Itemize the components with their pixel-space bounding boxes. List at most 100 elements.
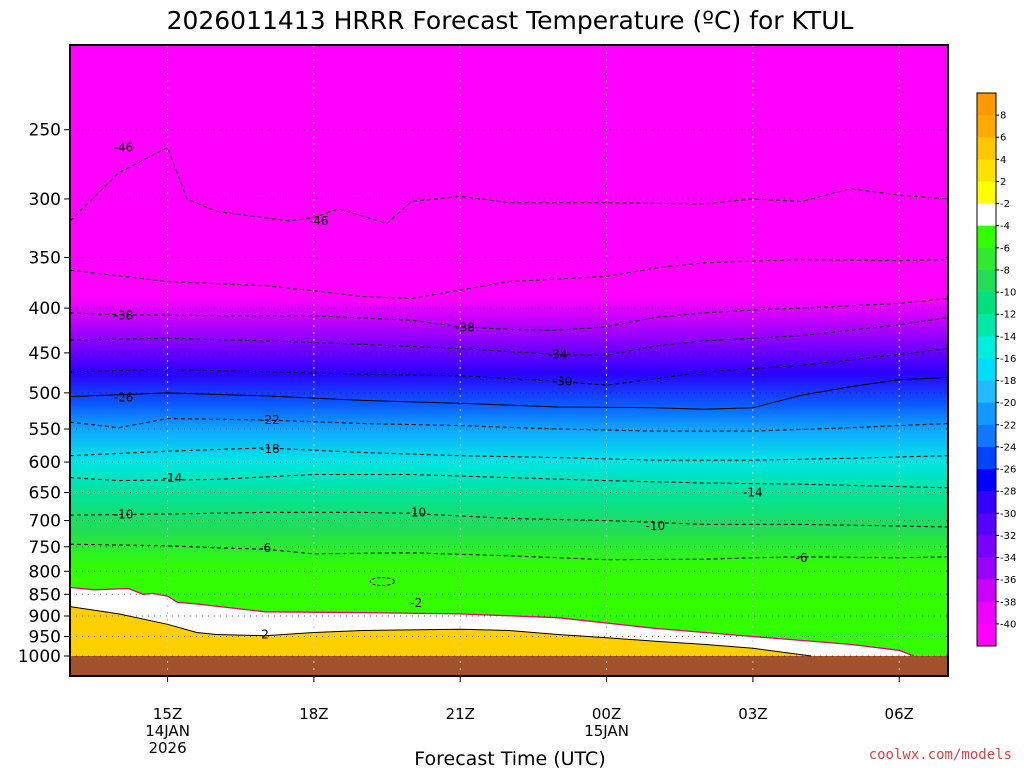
plot-frame [69, 44, 949, 677]
y-tick-label: 350 [29, 248, 61, 268]
colorbar-swatch [977, 358, 996, 381]
contour-line [70, 606, 812, 657]
contour-label: -26 [114, 390, 134, 404]
colorbar-label: -16 [1000, 354, 1016, 365]
y-tick-label: 400 [29, 299, 61, 319]
y-tick-label: 850 [29, 585, 61, 605]
contour-line [70, 317, 948, 356]
y-tick-label: 450 [29, 344, 61, 364]
contour-line [70, 586, 915, 657]
colorbar-label: -32 [1000, 531, 1016, 542]
colorbar-label: -30 [1000, 509, 1016, 520]
colorbar-label: -26 [1000, 465, 1016, 476]
x-tick-label: 18Z [299, 705, 328, 723]
colorbar-label: -2 [1000, 199, 1010, 210]
colorbar-swatch [977, 446, 996, 470]
colorbar-swatch [977, 513, 996, 536]
y-tick-label: 750 [29, 538, 61, 558]
y-tick-label: 1000 [18, 647, 61, 667]
colorbar-swatch [977, 292, 996, 315]
plot-area: -46-46-38-38-34-30-26-22-18-14-14-10 -10-… [70, 45, 948, 676]
colorbar-swatch [977, 402, 996, 426]
colorbar-label: -10 [1000, 288, 1016, 299]
colorbar-label: 2 [1000, 177, 1006, 188]
temperature-field [70, 45, 948, 676]
x-tick-label: 21Z [446, 705, 475, 723]
contour-label: -6 [259, 541, 271, 555]
colorbar-swatch [977, 336, 996, 359]
contour-label: -38 [455, 321, 475, 335]
y-tick-label: 300 [29, 190, 61, 210]
colorbar-swatch [977, 314, 996, 337]
colorbar-label: -22 [1000, 420, 1016, 431]
colorbar-swatch [977, 491, 996, 514]
chart-title: 2026011413 HRRR Forecast Temperature (ºC… [167, 6, 854, 35]
contour-line [70, 348, 948, 386]
contour-label: -18 [260, 442, 280, 456]
y-axis-ticks: 2503003504004505005506006507007508008509… [18, 121, 70, 667]
colorbar-label: -18 [1000, 376, 1016, 387]
colorbar-frame [976, 92, 997, 647]
colorbar-swatch [977, 225, 996, 249]
colorbar-label: 8 [1000, 111, 1006, 122]
contour-label: -14 [163, 471, 183, 485]
contour-labels: -46-46-38-38-34-30-26-22-18-14-14-10 -10-… [114, 141, 808, 642]
x-tick-label: 15JAN [584, 722, 629, 740]
contour-label: -22 [260, 413, 280, 427]
contour-line [70, 298, 948, 331]
contour-label: -34 [548, 348, 568, 362]
colorbar-swatch [977, 469, 996, 492]
surface-ground [70, 656, 948, 676]
contour-label: -10 [646, 519, 666, 533]
y-tick-label: 250 [29, 121, 61, 141]
contour-label: -30 [553, 374, 573, 388]
colorbar-label: -38 [1000, 597, 1016, 608]
colorbar-swatch [977, 93, 996, 116]
y-tick-label: 950 [29, 628, 61, 648]
x-tick-label: 00Z [592, 705, 621, 723]
colorbar-label: -24 [1000, 442, 1016, 453]
contour-label: -38 [114, 309, 134, 323]
colorbar-label: -4 [1000, 221, 1010, 232]
x-tick-label: 15Z [153, 705, 182, 723]
contour-line [70, 474, 948, 489]
colorbar-label: -34 [1000, 553, 1016, 564]
colorbar-label: -36 [1000, 575, 1016, 586]
x-axis-label: Forecast Time (UTC) [414, 748, 605, 768]
colorbar-swatch [977, 203, 996, 227]
colorbar-swatch [977, 535, 996, 558]
colorbar-label: -14 [1000, 332, 1016, 343]
warm-layer-yellow [70, 606, 812, 656]
credit-text: coolwx.com/models [869, 747, 1012, 763]
colorbar-label: -12 [1000, 310, 1016, 321]
y-tick-label: 800 [29, 562, 61, 582]
contour-label: -10 [114, 508, 134, 522]
colorbar-swatch [977, 247, 996, 271]
colorbar-swatch [977, 159, 996, 182]
colorbar-swatch [977, 269, 996, 293]
colorbar-swatch [977, 115, 996, 138]
colorbar-swatch [977, 424, 996, 448]
colorbar-swatch [977, 557, 996, 581]
x-tick-label: 2026 [148, 739, 186, 757]
contour-label: -46 [309, 214, 329, 228]
contour-line [70, 146, 948, 224]
colorbar: 8 6 4 2 -2 -4 -6 -8 -10 -12 -14 -16 -18 -20 -22 -24 -26 -… [976, 92, 1016, 647]
y-tick-label: 650 [29, 483, 61, 503]
colorbar-swatch [977, 181, 996, 204]
x-tick-label: 03Z [738, 705, 767, 723]
contour-line [70, 376, 948, 410]
colorbar-swatch [977, 137, 996, 160]
colorbar-swatch [977, 380, 996, 404]
colorbar-label: -6 [1000, 243, 1010, 254]
y-tick-label: 550 [29, 420, 61, 440]
y-tick-label: 600 [29, 453, 61, 473]
colorbar-label: -20 [1000, 398, 1016, 409]
contour-label: -14 [743, 485, 763, 499]
contour-line [70, 511, 948, 528]
x-tick-label: 06Z [885, 705, 914, 723]
contour-label: -6 [796, 551, 808, 565]
contour-lines [70, 146, 948, 657]
